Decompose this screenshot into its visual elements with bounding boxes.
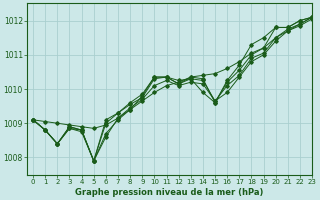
X-axis label: Graphe pression niveau de la mer (hPa): Graphe pression niveau de la mer (hPa) — [76, 188, 264, 197]
